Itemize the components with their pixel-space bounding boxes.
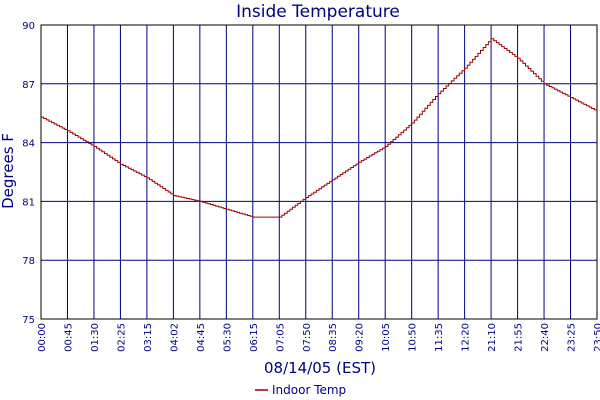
- series-line-0: [41, 38, 598, 218]
- x-tick-label: 06:15: [249, 323, 260, 352]
- legend: Indoor Temp: [255, 383, 346, 397]
- grid-lines: [40, 24, 598, 320]
- y-tick-labels: 75 78 81 84 87 90: [22, 21, 35, 326]
- x-tick-label: 23:50: [593, 323, 600, 352]
- x-tick-label: 09:20: [355, 323, 366, 352]
- x-tick-label: 07:50: [302, 323, 313, 352]
- plot-border: [40, 24, 598, 320]
- x-tick-labels: 00:00 00:45 01:30 02:25 03:15 04:02 04:45 05:30…: [37, 323, 600, 352]
- x-axis-label: 08/14/05 (EST): [264, 359, 376, 377]
- y-tick-label: 78: [22, 256, 35, 267]
- y-axis-label: Degrees F: [0, 133, 17, 209]
- x-tick-label: 02:25: [116, 323, 127, 352]
- x-tick-label: 00:00: [37, 323, 48, 352]
- x-tick-label: 03:15: [143, 323, 154, 352]
- x-tick-label: 10:50: [408, 323, 419, 352]
- y-tick-label: 84: [22, 139, 35, 150]
- x-tick-label: 08:35: [328, 323, 339, 352]
- x-tick-label: 04:45: [196, 323, 207, 352]
- x-tick-label: 10:05: [381, 323, 392, 352]
- y-tick-label: 87: [22, 80, 35, 91]
- x-tick-label: 22:40: [540, 323, 551, 352]
- y-tick-label: 81: [22, 197, 35, 208]
- x-tick-label: 04:02: [169, 323, 180, 352]
- x-tick-label: 01:30: [90, 323, 101, 352]
- x-tick-label: 21:55: [514, 323, 525, 352]
- series-layer: [41, 38, 598, 218]
- x-tick-label: 11:35: [434, 323, 445, 352]
- legend-label-indoor-temp: Indoor Temp: [272, 383, 346, 397]
- x-tick-label: 05:30: [222, 323, 233, 352]
- x-tick-label: 21:10: [487, 323, 498, 352]
- x-tick-label: 00:45: [63, 323, 74, 352]
- x-tick-label: 07:05: [275, 323, 286, 352]
- y-tick-label: 90: [22, 21, 35, 32]
- chart-title: Inside Temperature: [236, 2, 400, 22]
- x-tick-label: 23:25: [567, 323, 578, 352]
- y-tick-label: 75: [22, 315, 35, 326]
- x-tick-label: 12:20: [461, 323, 472, 352]
